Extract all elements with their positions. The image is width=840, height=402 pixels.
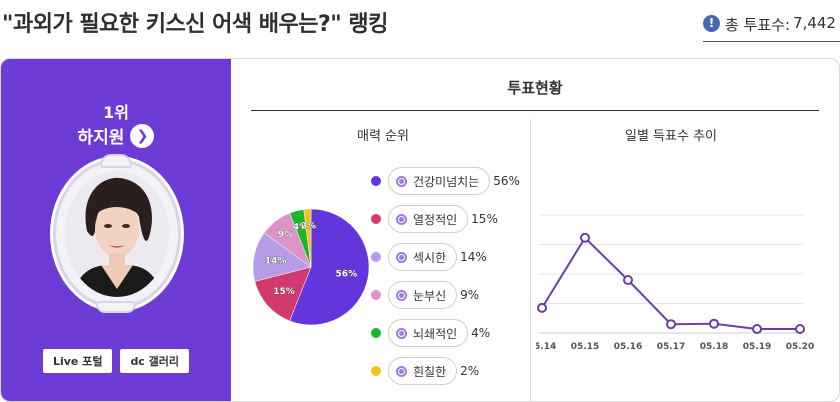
pie-label-1: 15%: [273, 287, 295, 297]
legend-percent: 4%: [471, 326, 491, 340]
legend-item[interactable]: 건강미넘치는 56%: [371, 167, 536, 195]
flower-icon: [396, 289, 407, 301]
x-tick-label: 05.17: [657, 342, 685, 352]
legend-option-button[interactable]: 건강미넘치는: [388, 167, 491, 195]
flower-icon: [396, 251, 407, 263]
legend-option-button[interactable]: 눈부신: [388, 281, 458, 309]
x-tick-label: 05.19: [743, 342, 771, 352]
total-votes: ! 총 투표수: 7,442: [703, 14, 840, 42]
x-tick-label: 05.18: [700, 342, 728, 352]
winner-name-row[interactable]: 하지원 ❯: [1, 123, 231, 148]
legend-color-dot: [371, 328, 381, 338]
legend-item[interactable]: 눈부신 9%: [371, 281, 536, 309]
legend-color-dot: [371, 214, 381, 224]
x-tick-label: 05.14: [536, 342, 556, 352]
x-tick-label: 05.15: [571, 342, 599, 352]
legend-option-button[interactable]: 뇌쇄적인: [388, 319, 469, 347]
line-chart: 05.14 05.15 05.16 05.17 05.18 05.19 05.20: [536, 214, 814, 352]
legend-option-button[interactable]: 열정적인: [388, 205, 469, 233]
flower-icon: [396, 327, 407, 339]
total-votes-value: 7,442: [793, 14, 836, 32]
legend-color-dot: [371, 176, 381, 186]
winner-panel: 1위 하지원 ❯ Live 포털 dc 갤러리: [1, 59, 231, 401]
legend-label: 건강미넘치는: [413, 174, 480, 189]
live-portal-link[interactable]: Live 포털: [42, 349, 113, 373]
pie-slice-0: [289, 208, 370, 326]
line-series: [541, 236, 800, 330]
page-title: "과외가 필요한 키스신 어색 배우는?" 랭킹: [2, 12, 388, 37]
legend-label: 열정적인: [413, 212, 458, 227]
legend-option-button[interactable]: 흰칠한: [388, 357, 458, 385]
legend-percent: 56%: [493, 174, 520, 188]
pie-label-4: 4%: [293, 223, 308, 233]
legend-color-dot: [371, 290, 381, 300]
legend-label: 섹시한: [413, 250, 447, 265]
legend-percent: 14%: [460, 250, 487, 264]
legend-label: 흰칠한: [413, 364, 447, 379]
pie-label-3: 9%: [278, 230, 293, 240]
winner-name[interactable]: 하지원: [77, 128, 125, 148]
legend-color-dot: [371, 366, 381, 376]
pie-slice-5: [303, 208, 312, 268]
winner-rank: 1위: [103, 103, 129, 122]
total-votes-label: 총 투표수:: [725, 16, 791, 34]
flower-icon: [396, 175, 407, 187]
legend-item[interactable]: 흰칠한 2%: [371, 357, 536, 385]
line-chart-title: 일별 득표수 추이: [625, 129, 717, 144]
legend-percent: 2%: [460, 364, 480, 378]
pie-label-2: 14%: [265, 256, 287, 266]
dc-gallery-link[interactable]: dc 갤러리: [120, 349, 190, 373]
ranking-card: 1위 하지원 ❯ Live 포털 dc 갤러리: [0, 58, 840, 402]
pie-label-5: 2%: [301, 221, 316, 231]
info-icon[interactable]: !: [703, 15, 720, 32]
chevron-right-icon[interactable]: ❯: [130, 123, 155, 148]
vote-status-title: 투표현황: [251, 59, 819, 111]
winner-links: Live 포털 dc 갤러리: [1, 349, 231, 373]
line-point: [752, 324, 762, 334]
pie-label-0: 56%: [336, 270, 358, 280]
line-point: [580, 232, 590, 243]
pie-slice-1: [254, 266, 312, 322]
winner-photo[interactable]: [65, 171, 169, 297]
pie-slice-2: [252, 232, 312, 282]
line-point: [537, 302, 547, 313]
mirror-frame-top: [100, 154, 132, 168]
line-point: [795, 324, 805, 334]
legend-item[interactable]: 섹시한 14%: [371, 243, 536, 271]
chart-divider: [530, 119, 531, 401]
pie-chart: 56% 15% 14% 9%4%2%: [252, 208, 370, 326]
line-point: [666, 319, 676, 330]
legend-label: 눈부신: [413, 288, 447, 303]
legend-color-dot: [371, 252, 381, 262]
legend-label: 뇌쇄적인: [413, 326, 458, 341]
flower-icon: [396, 365, 407, 377]
x-tick-label: 05.16: [614, 342, 642, 352]
pie-chart-title: 매력 순위: [357, 129, 409, 144]
flower-icon: [396, 213, 407, 225]
line-point: [623, 275, 633, 286]
legend-item[interactable]: 열정적인 15%: [371, 205, 536, 233]
legend-option-button[interactable]: 섹시한: [388, 243, 458, 271]
x-tick-label: 05.20: [786, 342, 814, 352]
legend-item[interactable]: 뇌쇄적인 4%: [371, 319, 536, 347]
mirror-frame-bottom: [96, 301, 136, 313]
legend-percent: 9%: [460, 288, 480, 302]
legend-percent: 15%: [471, 212, 498, 226]
line-point: [709, 318, 719, 329]
